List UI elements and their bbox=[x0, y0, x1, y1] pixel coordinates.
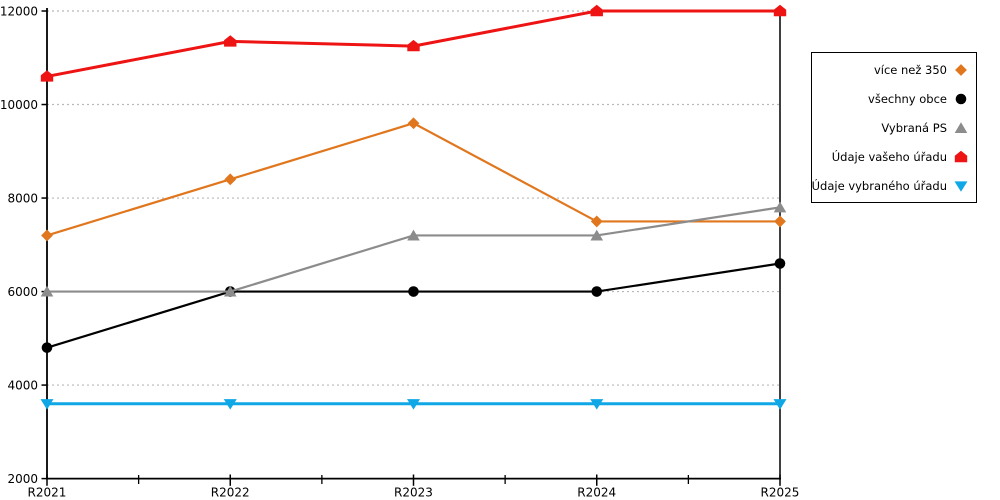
x-axis-tick-label: R2024 bbox=[577, 486, 616, 500]
legend-item-label: všechny obce bbox=[868, 91, 947, 106]
legend-marker-diamond-icon bbox=[955, 63, 967, 76]
data-point-diamond bbox=[407, 117, 420, 130]
data-point-pentagon bbox=[40, 70, 54, 82]
legend-marker-triangle-down-icon bbox=[954, 180, 968, 192]
x-axis-tick-label: R2021 bbox=[28, 486, 67, 500]
data-point-triangle-down bbox=[223, 399, 237, 410]
legend-item: Údaje vašeho úřadu bbox=[815, 142, 969, 171]
data-point-triangle-up bbox=[407, 229, 420, 241]
triangle-up-icon bbox=[954, 121, 968, 133]
x-axis-tick-label: R2025 bbox=[761, 486, 800, 500]
data-point-triangle-up bbox=[223, 285, 237, 297]
data-point-pentagon bbox=[590, 4, 603, 17]
legend-marker-circle-icon bbox=[955, 93, 967, 104]
data-point-pentagon bbox=[773, 4, 787, 17]
legend-item-label: Údaje vybraného úřadu bbox=[811, 178, 947, 193]
data-point-triangle-down bbox=[407, 399, 420, 410]
pentagon-icon bbox=[954, 150, 968, 162]
diamond-icon bbox=[955, 63, 967, 76]
data-point-circle bbox=[408, 286, 419, 297]
legend-item: Vybraná PS bbox=[815, 113, 969, 142]
legend-item-label: více než 350 bbox=[873, 62, 947, 77]
data-point-diamond bbox=[774, 215, 786, 228]
data-point-diamond bbox=[590, 215, 603, 228]
y-axis-tick-label: 6000 bbox=[7, 285, 38, 299]
y-axis-tick-label: 2000 bbox=[7, 472, 38, 486]
data-point-circle bbox=[41, 342, 53, 353]
legend-item: všechny obce bbox=[815, 84, 969, 113]
series-line-0 bbox=[46, 122, 780, 237]
data-point-triangle-down bbox=[773, 399, 787, 410]
legend-item: více než 350 bbox=[815, 55, 969, 84]
y-axis-tick-label: 10000 bbox=[0, 98, 38, 112]
series-line-1 bbox=[46, 262, 781, 349]
chart-legend: více než 350 všechny obce Vybraná PS Úda… bbox=[811, 52, 977, 203]
data-point-triangle-up bbox=[773, 201, 787, 213]
data-point-pentagon bbox=[407, 39, 420, 52]
data-point-diamond bbox=[224, 173, 237, 186]
legend-item-label: Údaje vašeho úřadu bbox=[831, 149, 947, 164]
x-axis-tick-label: R2022 bbox=[211, 486, 250, 500]
x-axis-tick-label: R2023 bbox=[394, 486, 433, 500]
data-point-triangle-down bbox=[40, 399, 54, 410]
circle-icon bbox=[955, 93, 967, 104]
y-axis-tick-label: 4000 bbox=[7, 378, 38, 392]
data-point-triangle-up bbox=[590, 229, 604, 241]
data-point-triangle-up bbox=[40, 285, 54, 297]
y-axis-tick-label: 12000 bbox=[0, 4, 38, 18]
legend-item-label: Vybraná PS bbox=[881, 120, 947, 135]
legend-marker-triangle-up-icon bbox=[954, 121, 968, 133]
data-point-circle bbox=[774, 258, 786, 269]
legend-marker-pentagon-icon bbox=[954, 150, 968, 162]
data-point-diamond bbox=[41, 229, 53, 242]
data-point-pentagon bbox=[224, 35, 237, 47]
data-point-triangle-down bbox=[590, 399, 604, 410]
series-line-2 bbox=[47, 206, 781, 293]
y-axis-tick-label: 8000 bbox=[7, 191, 38, 205]
triangle-down-icon bbox=[954, 180, 968, 192]
data-point-circle bbox=[591, 286, 603, 297]
legend-item: Údaje vybraného úřadu bbox=[811, 171, 969, 200]
